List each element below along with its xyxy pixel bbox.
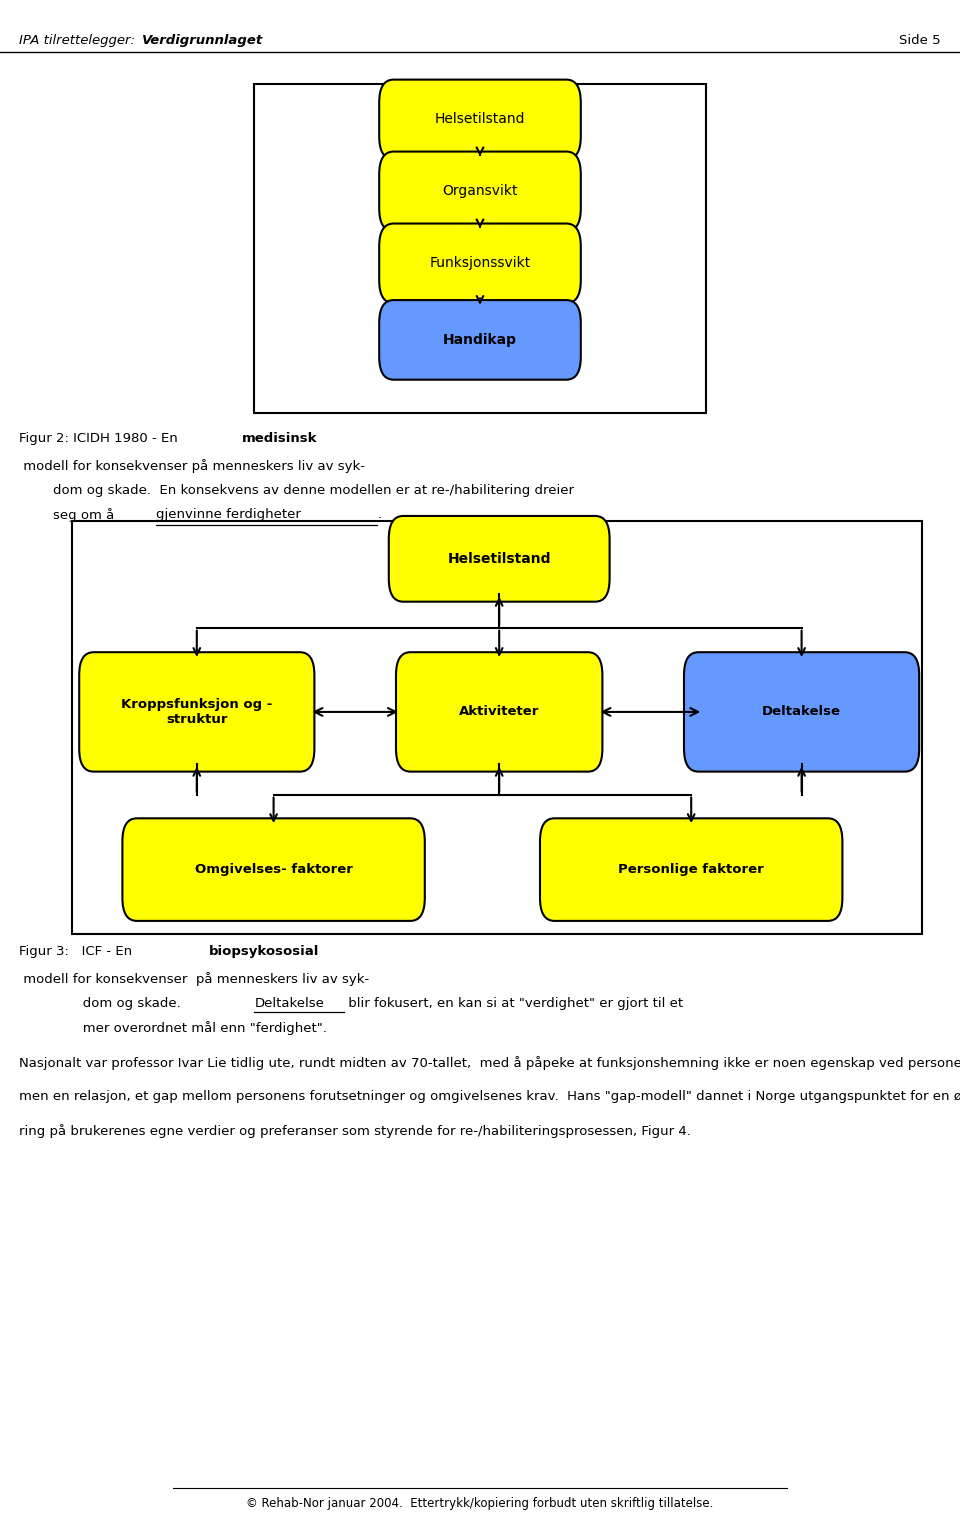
Text: mer overordnet mål enn "ferdighet".: mer overordnet mål enn "ferdighet".: [19, 1021, 327, 1035]
FancyBboxPatch shape: [684, 652, 920, 772]
Text: Omgivelses- faktorer: Omgivelses- faktorer: [195, 863, 352, 876]
Text: Verdigrunnlaget: Verdigrunnlaget: [142, 34, 263, 46]
Text: dom og skade.  En konsekvens av denne modellen er at re-/habilitering dreier: dom og skade. En konsekvens av denne mod…: [19, 484, 574, 496]
Text: IPA tilrettelegger:: IPA tilrettelegger:: [19, 34, 144, 46]
FancyBboxPatch shape: [540, 818, 843, 922]
FancyBboxPatch shape: [79, 652, 315, 772]
Text: biopsykososial: biopsykososial: [209, 945, 320, 957]
FancyBboxPatch shape: [379, 300, 581, 380]
Bar: [72, 521, 922, 934]
Text: Organsvikt: Organsvikt: [443, 184, 517, 199]
Text: .: .: [377, 508, 381, 521]
FancyBboxPatch shape: [396, 652, 603, 772]
Text: Figur 3:   ICF - En: Figur 3: ICF - En: [19, 945, 136, 957]
Text: Kroppsfunksjon og -
struktur: Kroppsfunksjon og - struktur: [121, 698, 273, 726]
Text: modell for konsekvenser på menneskers liv av syk-: modell for konsekvenser på menneskers li…: [19, 459, 365, 473]
Text: blir fokusert, en kan si at "verdighet" er gjort til et: blir fokusert, en kan si at "verdighet" …: [344, 997, 683, 1009]
Text: modell for konsekvenser  på menneskers liv av syk-: modell for konsekvenser på menneskers li…: [19, 972, 370, 986]
FancyBboxPatch shape: [379, 224, 581, 303]
Text: medisinsk: medisinsk: [242, 432, 318, 444]
Text: gjenvinne ferdigheter: gjenvinne ferdigheter: [156, 508, 301, 521]
Text: Personlige faktorer: Personlige faktorer: [618, 863, 764, 876]
Text: Helsetilstand: Helsetilstand: [435, 112, 525, 127]
Text: Deltakelse: Deltakelse: [254, 997, 324, 1009]
FancyBboxPatch shape: [389, 516, 610, 602]
Text: ring på brukerenes egne verdier og preferanser som styrende for re-/habilitering: ring på brukerenes egne verdier og prefe…: [19, 1124, 691, 1138]
Text: Nasjonalt var professor Ivar Lie tidlig ute, rundt midten av 70-tallet,  med å p: Nasjonalt var professor Ivar Lie tidlig …: [19, 1056, 960, 1070]
Text: Deltakelse: Deltakelse: [762, 706, 841, 718]
Text: seg om å: seg om å: [19, 508, 119, 522]
Text: dom og skade.: dom og skade.: [19, 997, 189, 1009]
FancyBboxPatch shape: [379, 80, 581, 159]
Text: Side 5: Side 5: [900, 34, 941, 46]
Text: Funksjonssvikt: Funksjonssvikt: [429, 256, 531, 271]
Text: © Rehab-Nor januar 2004.  Ettertrykk/kopiering forbudt uten skriftlig tillatelse: © Rehab-Nor januar 2004. Ettertrykk/kopi…: [247, 1497, 713, 1510]
Text: Handikap: Handikap: [443, 332, 517, 348]
Text: men en relasjon, et gap mellom personens forutsetninger og omgivelsenes krav.  H: men en relasjon, et gap mellom personens…: [19, 1090, 960, 1102]
Text: Aktiviteter: Aktiviteter: [459, 706, 540, 718]
FancyBboxPatch shape: [122, 818, 424, 922]
FancyBboxPatch shape: [379, 152, 581, 231]
Text: Figur 2: ICIDH 1980 - En: Figur 2: ICIDH 1980 - En: [19, 432, 182, 444]
Text: Helsetilstand: Helsetilstand: [447, 551, 551, 566]
Bar: [254, 84, 706, 413]
